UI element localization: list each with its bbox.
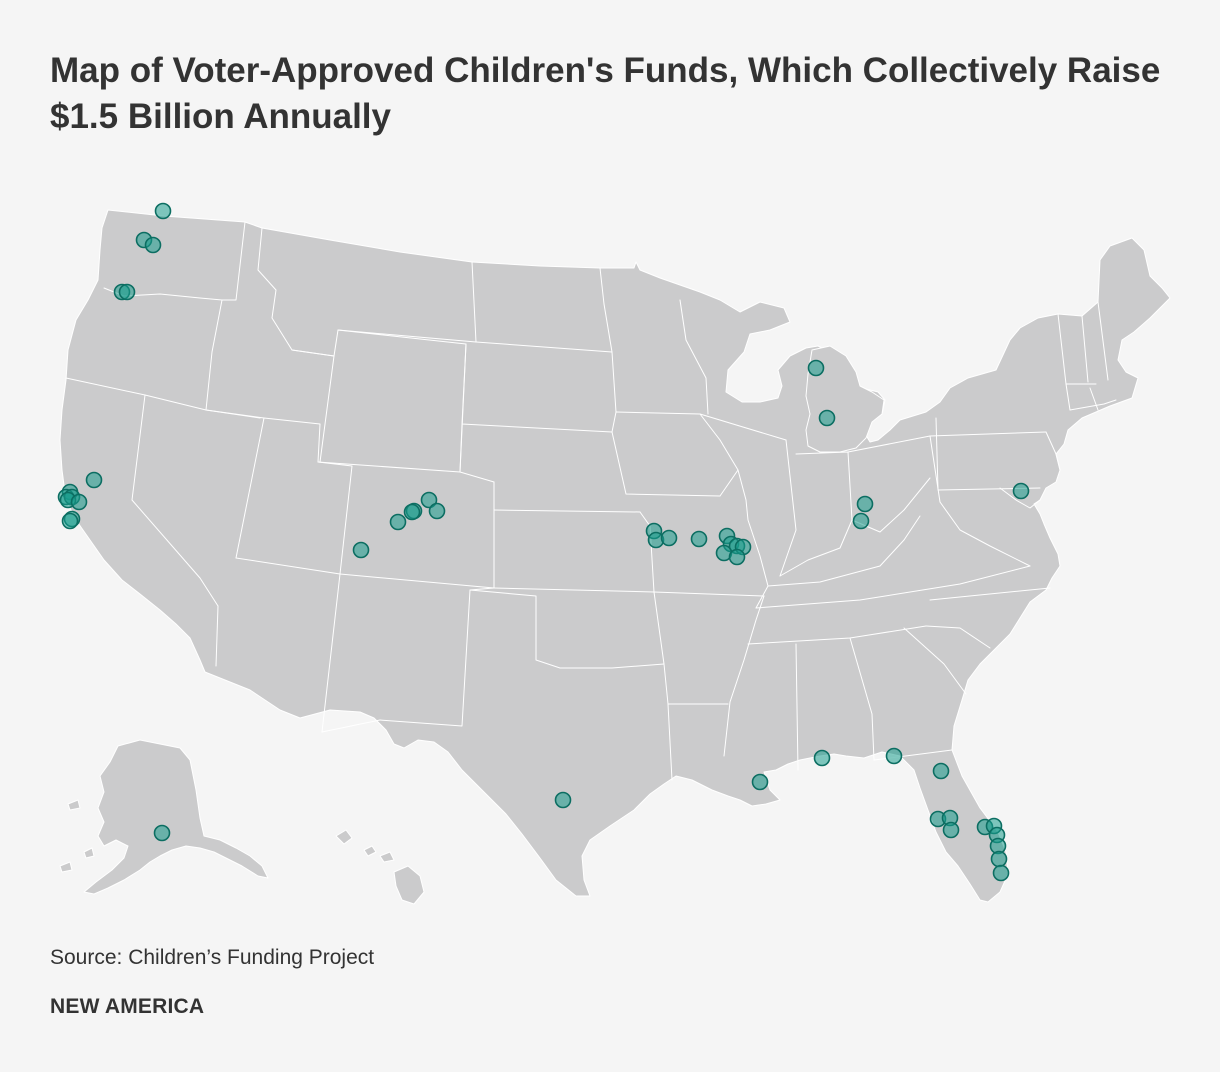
map-land [59, 209, 1171, 905]
fund-marker-icon[interactable] [352, 541, 370, 559]
state-borders [65, 221, 1117, 781]
fund-marker-icon[interactable] [144, 236, 162, 254]
alaska-islands-land [59, 799, 95, 873]
hawaii-land [335, 829, 425, 905]
contiguous-us-land [59, 209, 1171, 903]
fund-marker-icon[interactable] [1012, 482, 1030, 500]
fund-marker-icon[interactable] [154, 202, 172, 220]
fund-marker-icon[interactable] [428, 502, 446, 520]
fund-marker-icon[interactable] [403, 503, 421, 521]
fund-marker-icon[interactable] [554, 791, 572, 809]
fund-marker-icon[interactable] [61, 512, 79, 530]
fund-marker-icon[interactable] [690, 530, 708, 548]
fund-marker-icon[interactable] [660, 529, 678, 547]
fund-marker-icon[interactable] [813, 749, 831, 767]
fund-marker-icon[interactable] [751, 773, 769, 791]
fund-marker-icon[interactable] [932, 762, 950, 780]
alaska-land [83, 739, 269, 895]
fund-marker-icon[interactable] [389, 513, 407, 531]
fund-marker-icon[interactable] [807, 359, 825, 377]
fund-marker-icon[interactable] [852, 512, 870, 530]
fund-marker-icon[interactable] [856, 495, 874, 513]
fund-marker-icon[interactable] [118, 283, 136, 301]
fund-marker-icon[interactable] [153, 824, 171, 842]
fund-markers [57, 202, 1030, 882]
fund-marker-icon[interactable] [942, 821, 960, 839]
fund-marker-icon[interactable] [885, 747, 903, 765]
source-note: Source: Children’s Funding Project [50, 946, 375, 969]
fund-marker-icon[interactable] [992, 864, 1010, 882]
fund-marker-icon[interactable] [420, 491, 438, 509]
fund-marker-icon[interactable] [85, 471, 103, 489]
fund-marker-icon[interactable] [990, 850, 1008, 868]
fund-marker-icon[interactable] [728, 548, 746, 566]
brand-logo-text: NEW AMERICA [50, 995, 205, 1018]
page-title: Map of Voter-Approved Children's Funds, … [50, 51, 1161, 136]
fund-marker-icon[interactable] [818, 409, 836, 427]
fund-marker-icon[interactable] [70, 493, 88, 511]
